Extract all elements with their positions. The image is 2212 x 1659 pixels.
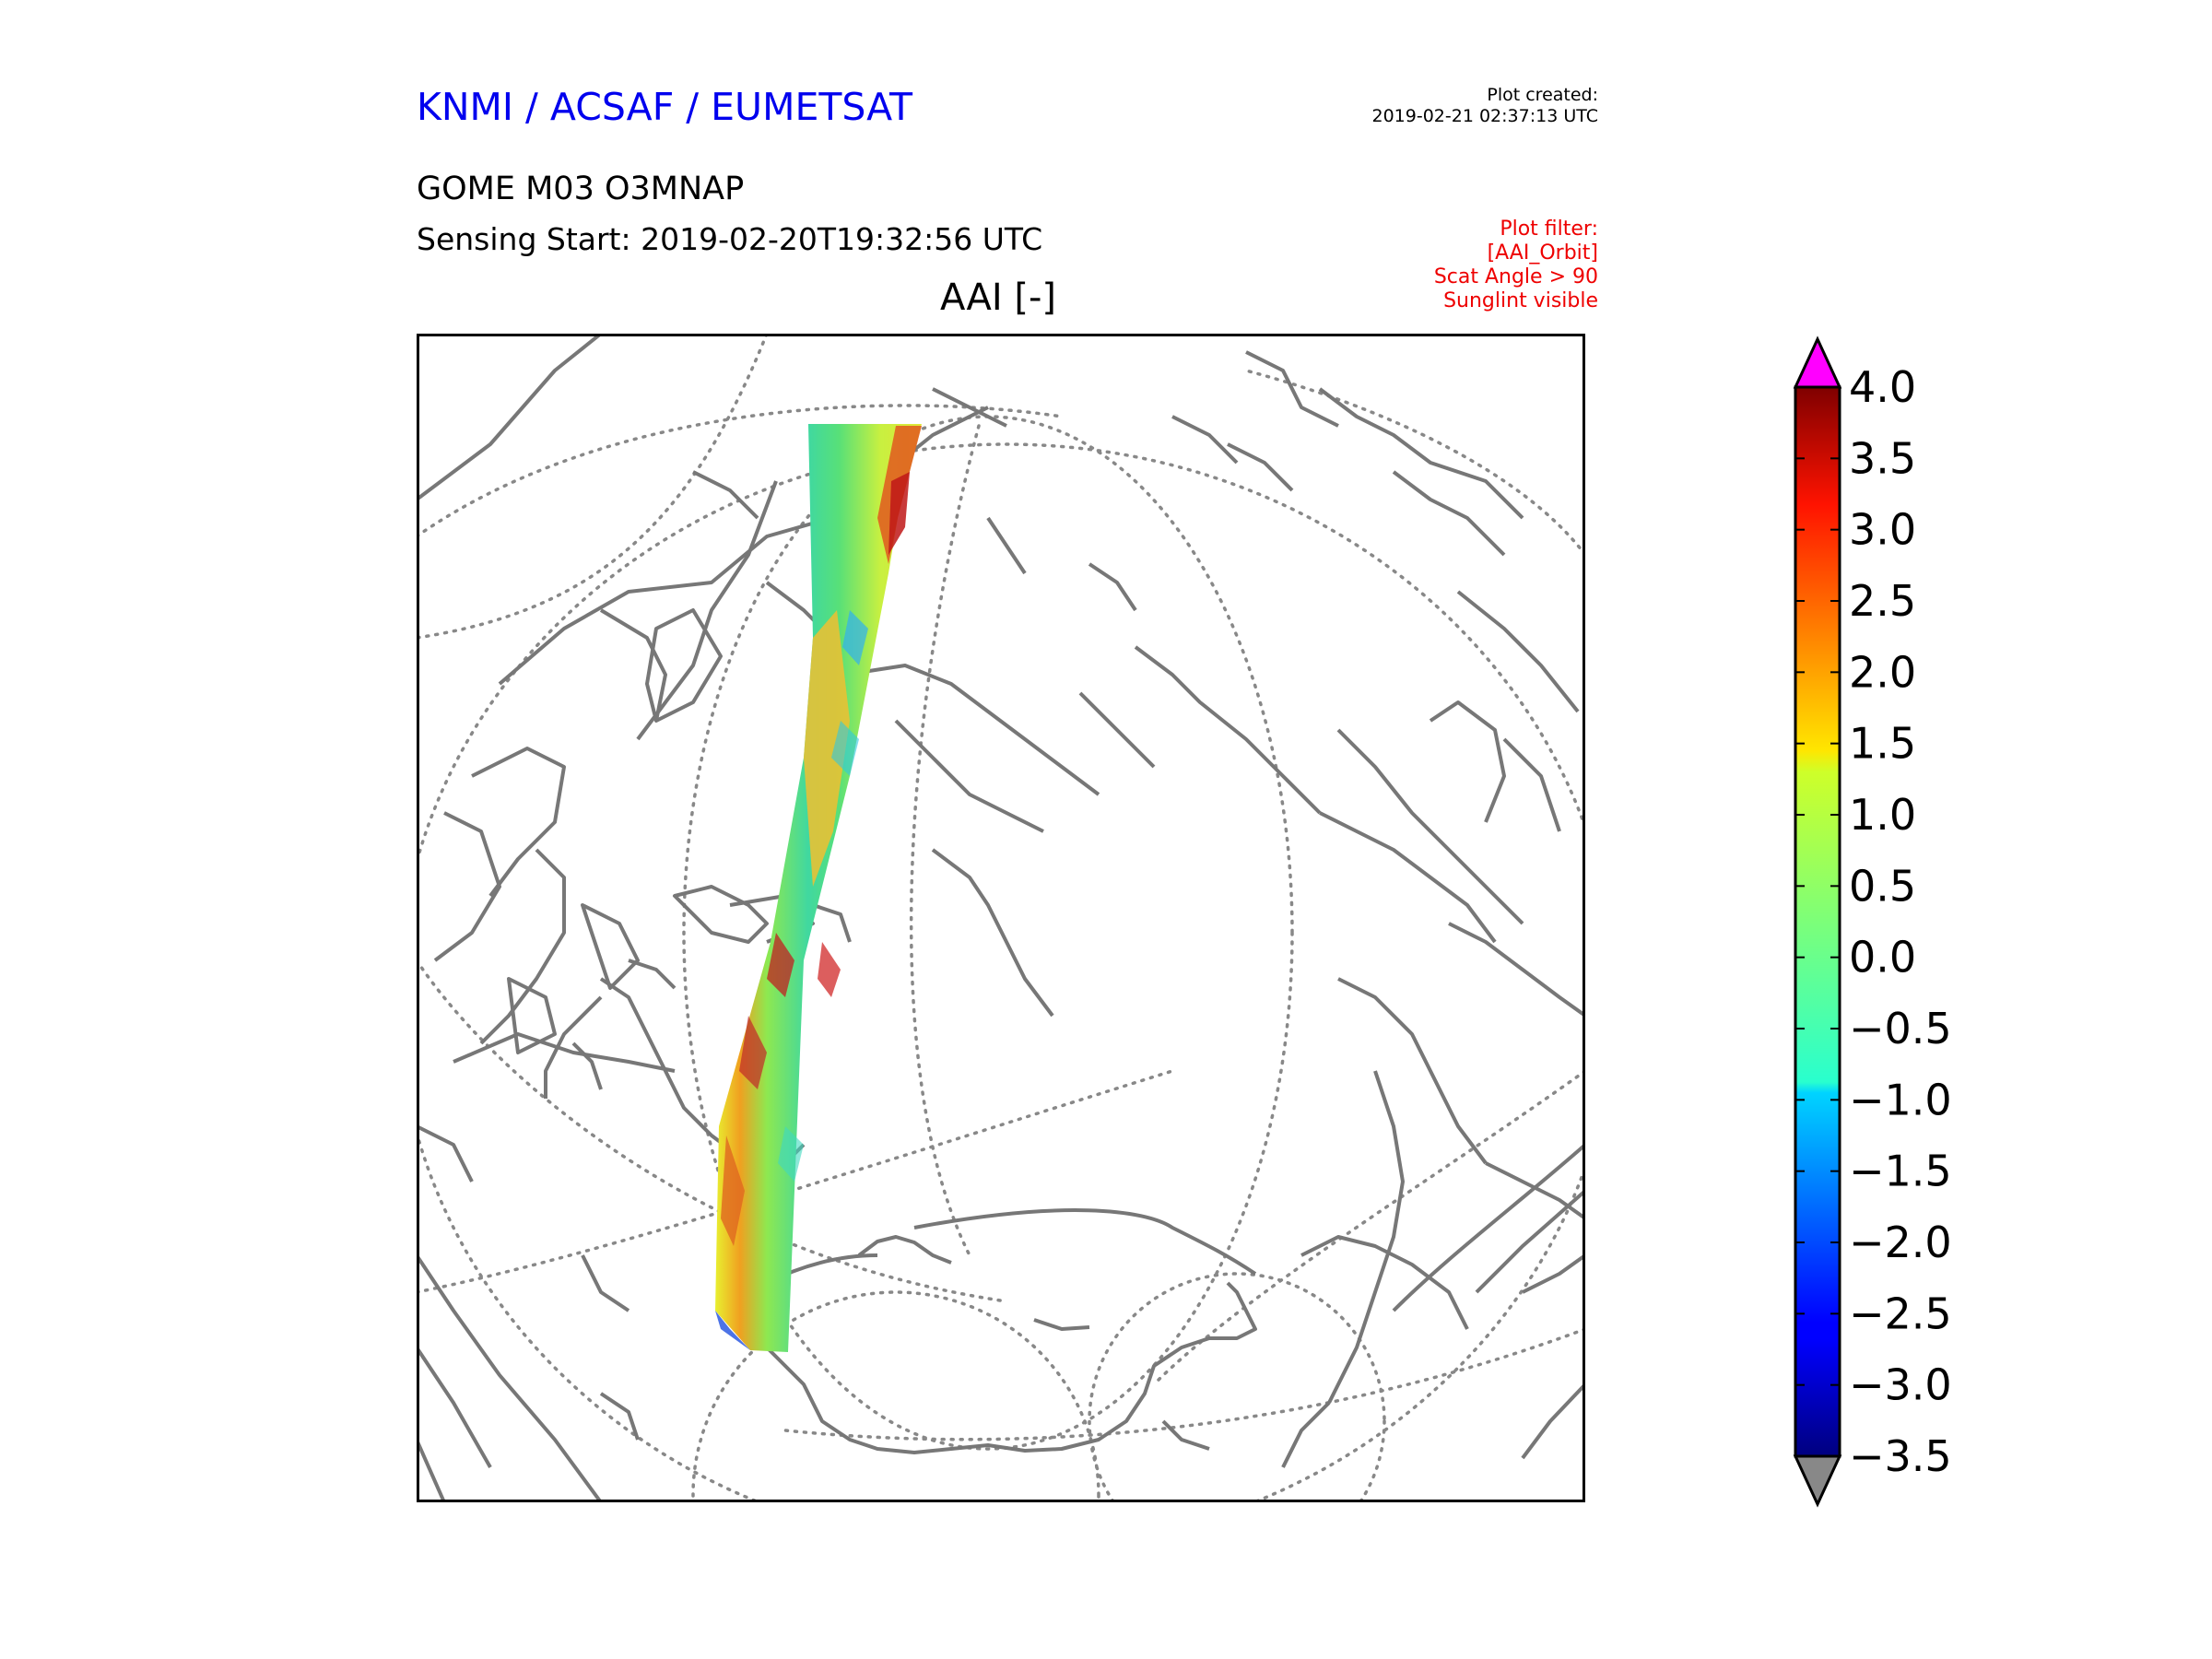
colorbar-scale [1794, 385, 1841, 1458]
colorbar-tick-label: −2.0 [1849, 1218, 1952, 1267]
colorbar-tick-label: −1.5 [1849, 1147, 1952, 1196]
filter-line: [AAI_Orbit] [1487, 241, 1598, 265]
colorbar-tick-label: 1.5 [1849, 719, 1916, 769]
plot-created: Plot created: 2019-02-21 02:37:13 UTC [1372, 85, 1599, 127]
colorbar: 4.0 3.5 3.0 2.5 2.0 1.5 1.0 0.5 0.0 −0.5 −1.0 −1.5 −… [1793, 335, 1952, 1508]
colorbar-tick-label: 2.5 [1849, 576, 1916, 626]
plot-title: AAI [-] [940, 276, 1056, 319]
product-title: GOME M03 O3MNAP [417, 171, 745, 207]
colorbar-tick-label: 0.0 [1849, 933, 1916, 982]
colorbar-tick-label: −2.5 [1849, 1288, 1952, 1338]
colorbar-tick-label: −3.5 [1849, 1431, 1952, 1481]
filter-line: Scat Angle > 90 [1433, 265, 1598, 288]
organization-title: KNMI / ACSAF / EUMETSAT [417, 85, 913, 129]
colorbar-tick-label: 3.5 [1849, 433, 1916, 483]
colorbar-tick-label: −3.0 [1849, 1360, 1952, 1410]
graticule [417, 334, 1585, 1502]
filter-line: Sunglint visible [1443, 289, 1598, 312]
colorbar-tick-label: 3.0 [1849, 505, 1916, 555]
coastlines [417, 334, 1585, 1502]
filter-line: Plot filter: [1500, 218, 1598, 241]
colorbar-under-arrow [1793, 1454, 1842, 1508]
colorbar-tick-label: −1.0 [1849, 1075, 1952, 1124]
aai-swath [715, 424, 922, 1352]
map-panel [417, 334, 1585, 1502]
colorbar-over-arrow [1793, 335, 1842, 389]
plot-filter: Plot filter: [AAI_Orbit] Scat Angle > 90… [1434, 218, 1598, 313]
colorbar-tick-label: 0.5 [1849, 861, 1916, 911]
plot-created-value: 2019-02-21 02:37:13 UTC [1371, 106, 1599, 126]
plot-created-label: Plot created: [1487, 85, 1598, 105]
sensing-start: Sensing Start: 2019-02-20T19:32:56 UTC [417, 221, 1043, 257]
colorbar-tick-label: −0.5 [1849, 1004, 1952, 1053]
colorbar-tick-label: 1.0 [1849, 790, 1916, 840]
colorbar-tick-label: 2.0 [1849, 647, 1916, 697]
colorbar-tick-label: 4.0 [1849, 362, 1916, 412]
